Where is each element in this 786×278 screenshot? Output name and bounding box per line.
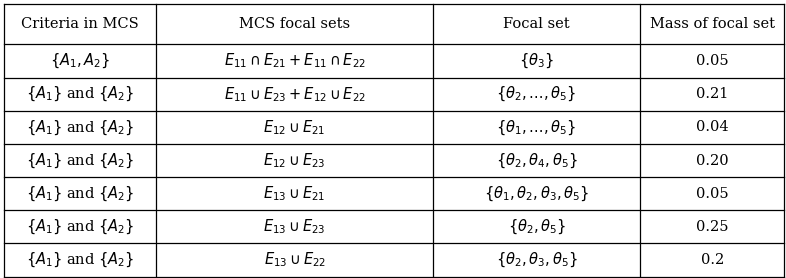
Text: 0.04: 0.04 (696, 120, 729, 134)
Text: $\{A_1\}$ and $\{A_2\}$: $\{A_1\}$ and $\{A_2\}$ (26, 185, 134, 203)
Text: 0.21: 0.21 (696, 87, 729, 101)
Text: $\{A_1\}$ and $\{A_2\}$: $\{A_1\}$ and $\{A_2\}$ (26, 118, 134, 136)
Text: $\{\theta_1,\ldots,\theta_5\}$: $\{\theta_1,\ldots,\theta_5\}$ (497, 118, 577, 136)
Text: $E_{12}\cup E_{23}$: $E_{12}\cup E_{23}$ (263, 151, 326, 170)
Text: Mass of focal set: Mass of focal set (650, 17, 775, 31)
Text: $E_{13}\cup E_{23}$: $E_{13}\cup E_{23}$ (263, 217, 326, 236)
Text: $\{A_1,A_2\}$: $\{A_1,A_2\}$ (50, 52, 110, 70)
Text: $E_{11}\cup E_{23}+E_{12}\cup E_{22}$: $E_{11}\cup E_{23}+E_{12}\cup E_{22}$ (224, 85, 365, 104)
Text: $E_{11}\cap E_{21}+E_{11}\cap E_{22}$: $E_{11}\cap E_{21}+E_{11}\cap E_{22}$ (224, 52, 365, 70)
Text: 0.20: 0.20 (696, 153, 729, 168)
Text: $\{\theta_2,\theta_4,\theta_5\}$: $\{\theta_2,\theta_4,\theta_5\}$ (496, 151, 578, 170)
Text: 0.05: 0.05 (696, 187, 729, 201)
Text: $\{\theta_1,\theta_2,\theta_3,\theta_5\}$: $\{\theta_1,\theta_2,\theta_3,\theta_5\}… (484, 185, 590, 203)
Text: $\{\theta_3\}$: $\{\theta_3\}$ (520, 52, 554, 70)
Text: MCS focal sets: MCS focal sets (239, 17, 351, 31)
Text: $\{\theta_2,\ldots,\theta_5\}$: $\{\theta_2,\ldots,\theta_5\}$ (497, 85, 577, 103)
Text: 0.05: 0.05 (696, 54, 729, 68)
Text: $\{\theta_2,\theta_3,\theta_5\}$: $\{\theta_2,\theta_3,\theta_5\}$ (496, 251, 578, 269)
Text: Criteria in MCS: Criteria in MCS (21, 17, 139, 31)
Text: $E_{12}\cup E_{21}$: $E_{12}\cup E_{21}$ (263, 118, 326, 137)
Text: $\{A_1\}$ and $\{A_2\}$: $\{A_1\}$ and $\{A_2\}$ (26, 85, 134, 103)
Text: 0.2: 0.2 (700, 253, 724, 267)
Text: $E_{13}\cup E_{22}$: $E_{13}\cup E_{22}$ (263, 251, 326, 269)
Text: $\{A_1\}$ and $\{A_2\}$: $\{A_1\}$ and $\{A_2\}$ (26, 251, 134, 269)
Text: 0.25: 0.25 (696, 220, 729, 234)
Text: $\{A_1\}$ and $\{A_2\}$: $\{A_1\}$ and $\{A_2\}$ (26, 218, 134, 236)
Text: $\{A_1\}$ and $\{A_2\}$: $\{A_1\}$ and $\{A_2\}$ (26, 151, 134, 170)
Text: $E_{13}\cup E_{21}$: $E_{13}\cup E_{21}$ (263, 184, 326, 203)
Text: $\{\theta_2,\theta_5\}$: $\{\theta_2,\theta_5\}$ (508, 218, 566, 236)
Text: Focal set: Focal set (503, 17, 570, 31)
